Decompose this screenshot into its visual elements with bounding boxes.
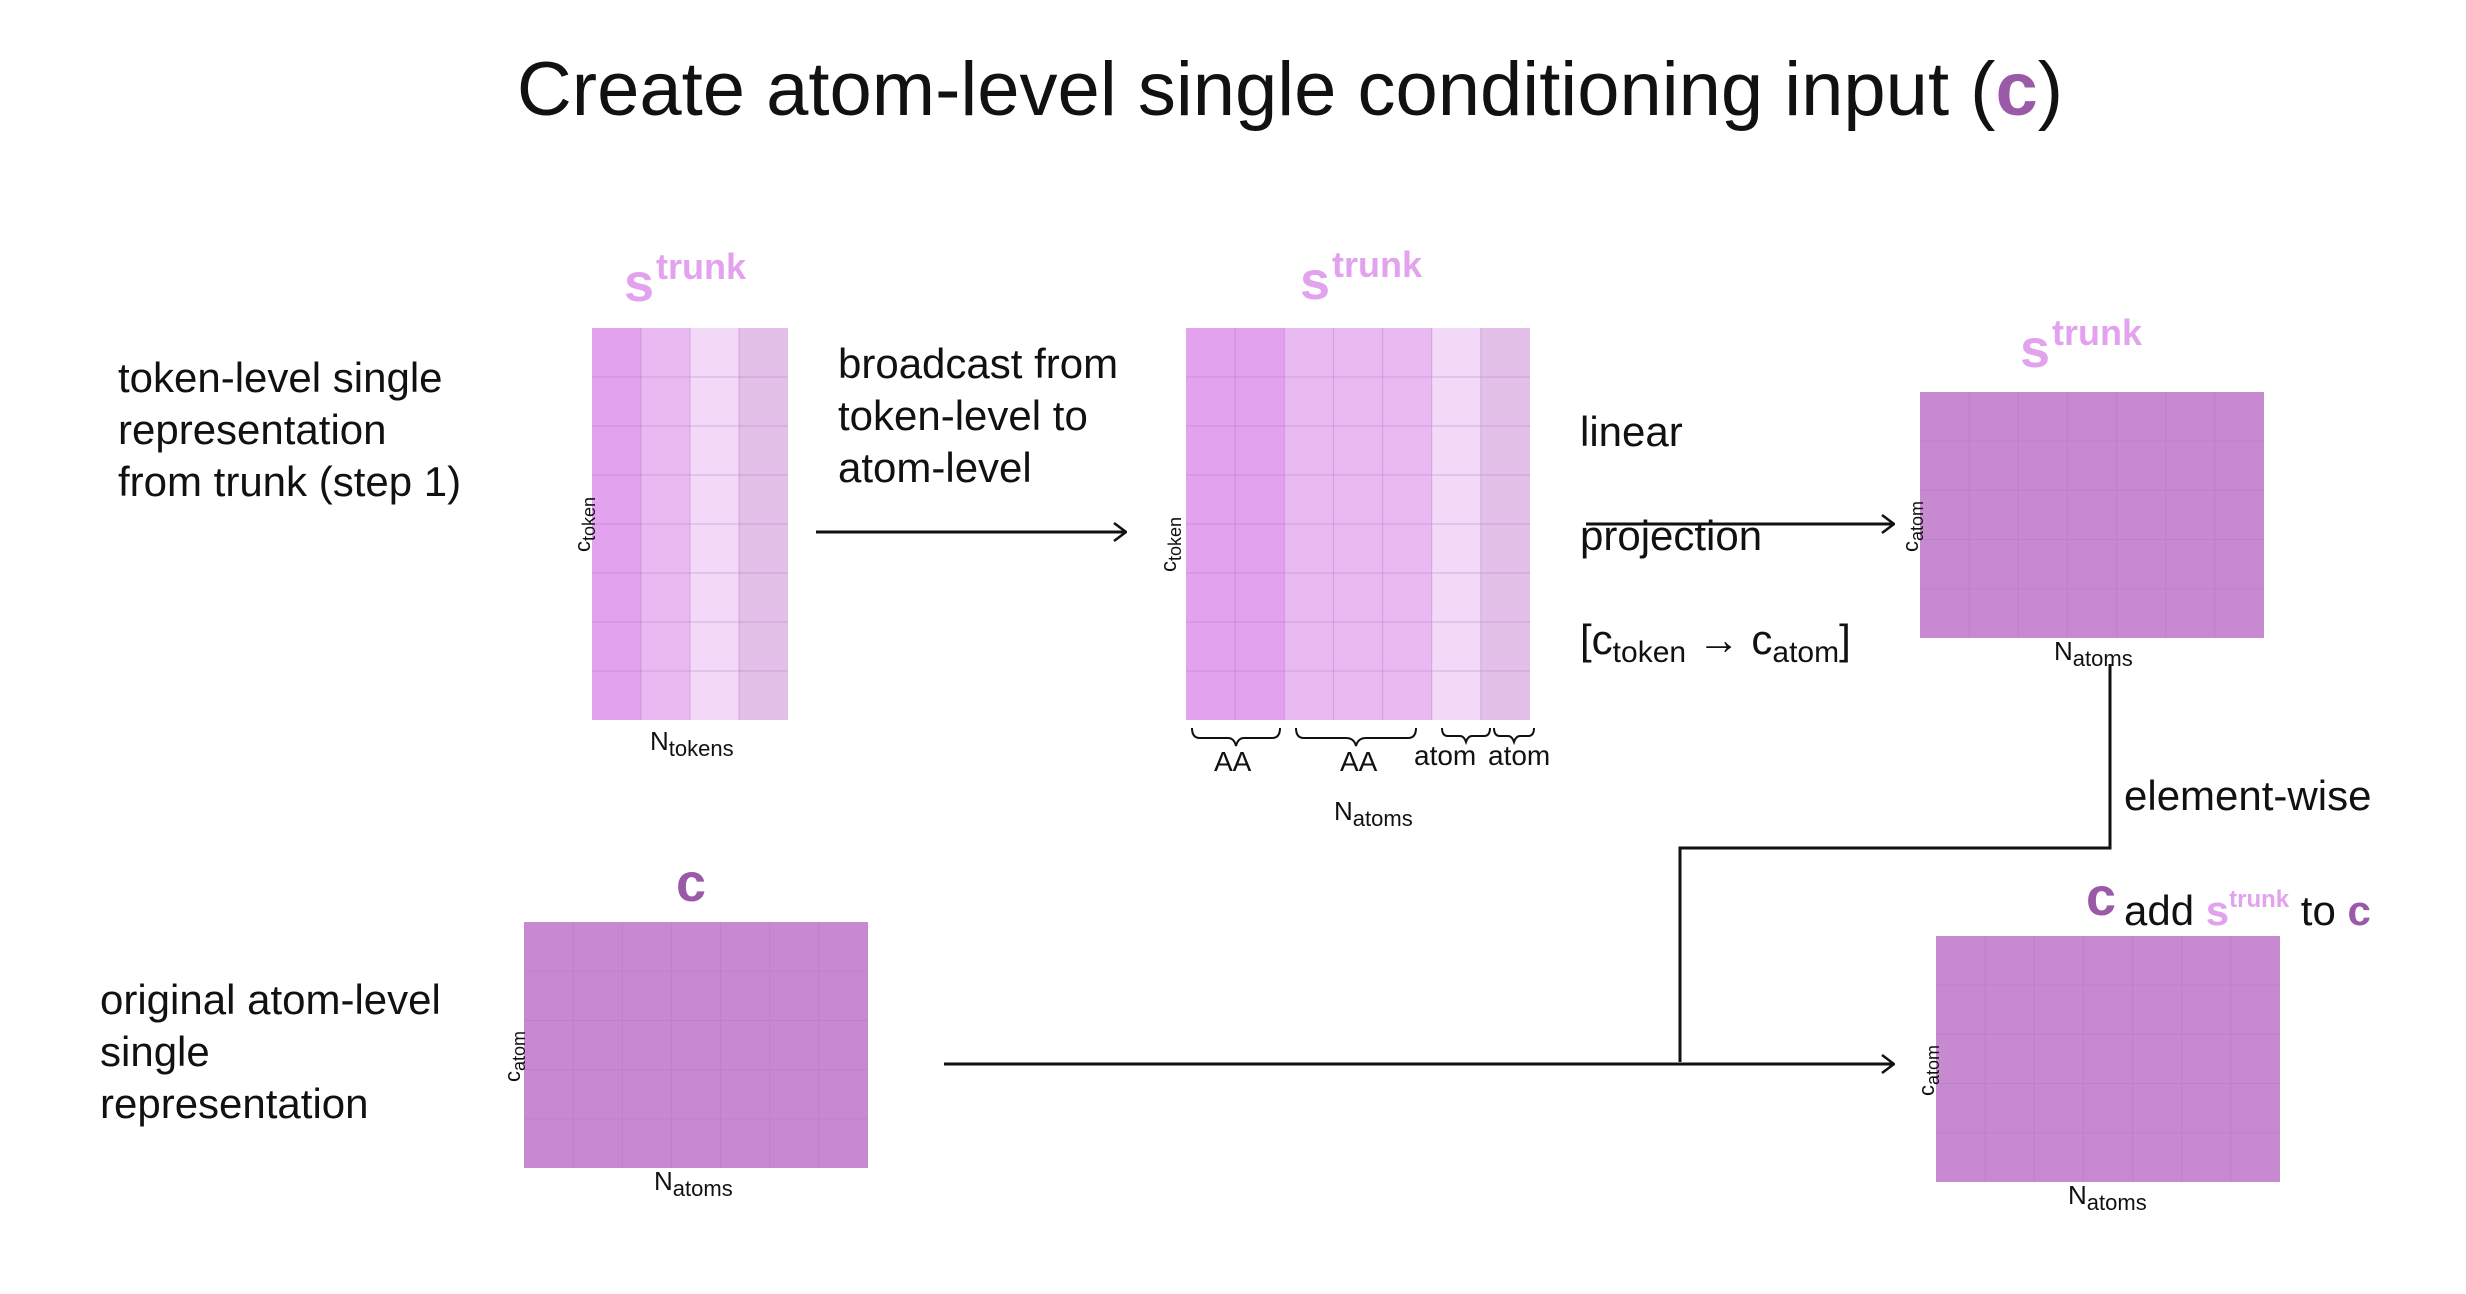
brace-label-aa-1: AA [1214,746,1252,777]
matrix-column [2230,936,2281,1182]
c-result-matrix [1936,936,2281,1182]
matrix-column [818,922,869,1168]
s-trunk-broadcast-matrix [1186,328,1531,720]
matrix-column [2067,392,2118,638]
matrix-column [2214,392,2265,638]
matrix-column [592,328,642,720]
brace-atom-1 [1441,727,1491,746]
matrix-grid [592,328,789,720]
s-letter-2: s [1300,251,1331,311]
add-line1: element-wise [2124,772,2372,819]
s-letter-1: s [624,253,655,313]
matrix-column [1936,936,1986,1182]
add-s-symbol: strunk [2205,886,2290,934]
matrix-column [524,922,574,1168]
matrix-column [2116,392,2167,638]
matrix-column [2181,936,2232,1182]
add-s-sup: trunk [2229,886,2290,913]
matrix-grid [1186,328,1531,720]
linear-line2: projection [1580,512,1763,559]
s-letter-3: s [2020,319,2051,379]
matrix-column [622,922,672,1168]
original-atom-description: original atom-level single representatio… [100,976,441,1127]
brace-atom-2 [1493,727,1535,746]
matrix-column [1382,328,1433,720]
element-wise-add-connector [1678,664,2112,1062]
token-level-description: token-level single representation from t… [118,354,462,505]
s-trunk-label-3: strunk [2020,312,2142,380]
linear-arrow: → [1697,616,1740,663]
axis-n-atoms-2: Natoms [2054,636,2133,671]
matrix-column [2165,392,2216,638]
matrix-column [690,328,740,720]
matrix-column [769,922,820,1168]
matrix-column [1985,936,2035,1182]
brace-label-atom-1: atom [1414,740,1477,771]
axis-n-atoms-4: Natoms [2068,1180,2147,1215]
brace-label-aa-2: AA [1340,746,1378,777]
matrix-grid [1920,392,2265,638]
linear-line1: linear [1580,408,1683,455]
linear-bracket-close: ] [1839,616,1851,663]
linear-line3: [ctoken → catom] [1580,614,1851,679]
matrix-column [2083,936,2134,1182]
matrix-column [1920,392,1970,638]
c-label-original: c [676,853,707,913]
axis-n-tokens: Ntokens [650,726,734,761]
matrix-column [2034,936,2084,1182]
matrix-column [1969,392,2019,638]
matrix-column [1235,328,1285,720]
s-sup-2: trunk [1332,244,1423,285]
s-trunk-label-1: strunk [624,246,746,314]
element-wise-add-text: element-wise add strunk to c [2124,718,2371,989]
s-trunk-token-matrix [592,328,789,720]
brace-aa-1 [1191,727,1281,747]
s-trunk-atom-matrix [1920,392,2265,638]
matrix-column [2018,392,2068,638]
linear-projection-text: linear projection [ctoken → catom] [1580,354,1851,731]
matrix-column [1284,328,1334,720]
title-close: ) [2037,47,2064,132]
add-line2: add strunk to c [2124,874,2371,937]
title-c-symbol: c [1995,47,2038,132]
matrix-column [1431,328,1482,720]
axis-n-atoms-3: Natoms [654,1166,733,1201]
add-prefix: add [2124,887,2206,934]
c-original-matrix [524,922,869,1168]
linear-to: c [1751,616,1773,663]
add-c-symbol: c [2347,887,2371,934]
matrix-column [720,922,771,1168]
matrix-column [671,922,722,1168]
broadcast-step-text: broadcast from token-level to atom-level [838,340,1119,491]
linear-to-sub: atom [1772,636,1840,669]
page-title: Create atom-level single conditioning in… [0,46,2466,133]
matrix-column [2132,936,2183,1182]
linear-from-sub: token [1612,636,1687,669]
brace-label-atom-2: atom [1488,740,1551,771]
axis-n-atoms-1: Natoms [1334,796,1413,831]
matrix-grid [1936,936,2281,1182]
matrix-column [1480,328,1531,720]
s-sup-1: trunk [656,246,747,287]
matrix-column [1333,328,1384,720]
s-sup-3: trunk [2052,312,2143,353]
c-label-result: c [2086,867,2117,927]
linear-bracket-open: [c [1580,616,1613,663]
s-trunk-label-2: strunk [1300,244,1422,312]
title-text: Create atom-level single conditioning in… [516,47,1996,132]
add-s-letter: s [2205,887,2230,934]
matrix-column [739,328,789,720]
matrix-column [1186,328,1236,720]
matrix-column [573,922,623,1168]
add-to: to [2289,887,2348,934]
brace-aa-2 [1295,727,1417,747]
matrix-grid [524,922,869,1168]
matrix-column [641,328,691,720]
